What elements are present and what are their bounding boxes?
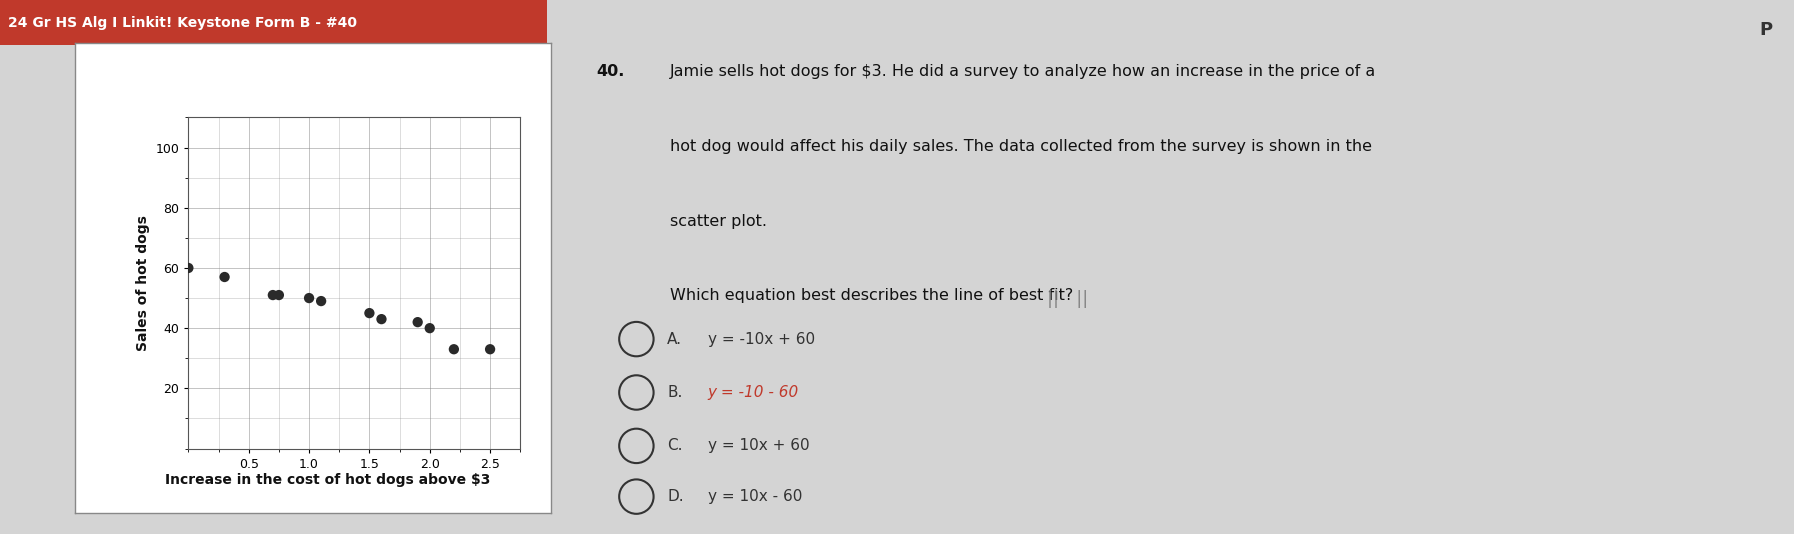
Point [258, 291, 287, 300]
Text: y = -10x + 60: y = -10x + 60 [707, 332, 814, 347]
Text: A.: A. [667, 332, 682, 347]
Text: D.: D. [667, 489, 684, 504]
Text: 24 Gr HS Alg I Linkit! Keystone Form B - #40: 24 Gr HS Alg I Linkit! Keystone Form B -… [9, 15, 357, 30]
Text: scatter plot.: scatter plot. [669, 214, 766, 229]
Point [355, 309, 384, 317]
Point [368, 315, 396, 324]
Text: Increase in the cost of hot dogs above $3: Increase in the cost of hot dogs above $… [165, 473, 490, 487]
Text: ||   ||: || || [1048, 290, 1087, 308]
Text: y = 10x + 60: y = 10x + 60 [707, 438, 809, 453]
Text: y = 10x - 60: y = 10x - 60 [707, 489, 802, 504]
Text: hot dog would affect his daily sales. The data collected from the survey is show: hot dog would affect his daily sales. Th… [669, 139, 1372, 154]
Text: Which equation best describes the line of best fit?: Which equation best describes the line o… [669, 288, 1073, 303]
Text: B.: B. [667, 385, 682, 400]
Text: Jamie sells hot dogs for $3. He did a survey to analyze how an increase in the p: Jamie sells hot dogs for $3. He did a su… [669, 64, 1376, 79]
Text: y = -10 - 60: y = -10 - 60 [707, 385, 798, 400]
Point [307, 297, 335, 305]
Point [294, 294, 323, 302]
Point [264, 291, 292, 300]
Point [440, 345, 468, 354]
Text: P: P [1760, 21, 1772, 40]
Point [174, 264, 203, 272]
Text: C.: C. [667, 438, 682, 453]
Point [475, 345, 504, 354]
Text: 40.: 40. [596, 64, 624, 79]
Point [404, 318, 432, 326]
Point [416, 324, 445, 333]
Y-axis label: Sales of hot dogs: Sales of hot dogs [136, 215, 151, 351]
Point [210, 273, 239, 281]
